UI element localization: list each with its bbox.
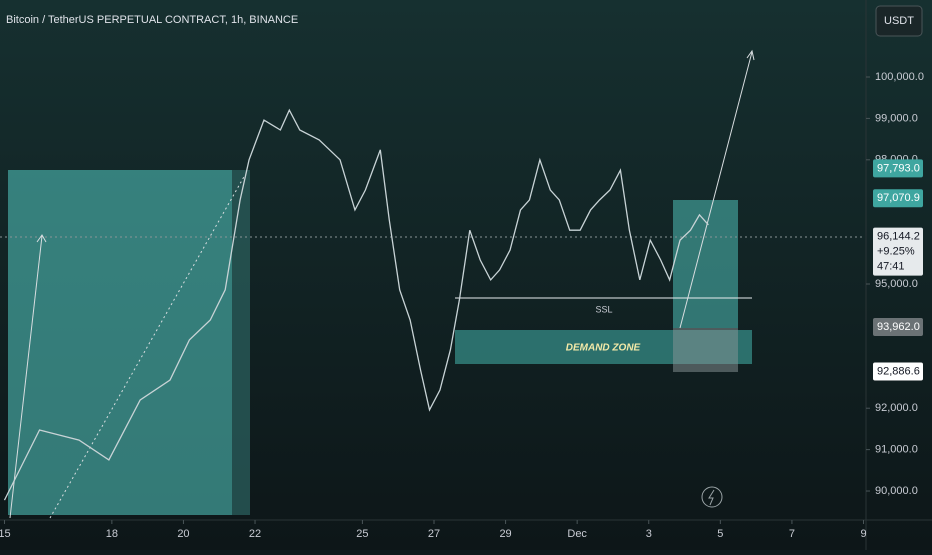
currency-label: USDT: [884, 15, 914, 27]
last-price-countdown: 47:41: [877, 261, 905, 273]
y-tick-label: 99,000.0: [875, 112, 918, 124]
x-tick-label: 15: [0, 528, 11, 540]
y-tick-label: 90,000.0: [875, 485, 918, 497]
zone-label: DEMAND ZONE: [566, 343, 641, 354]
range-box-edge: [232, 170, 250, 515]
x-tick-label: 5: [717, 528, 723, 540]
price-badge-label: 97,793.0: [877, 162, 920, 174]
stop-box: [673, 328, 738, 372]
arrow: [9, 235, 43, 519]
dotted-trend: [49, 174, 246, 519]
ssl-label: SSL: [595, 304, 612, 314]
y-tick-label: 91,000.0: [875, 444, 918, 456]
x-tick-label: Dec: [567, 528, 587, 540]
y-tick-label: 95,000.0: [875, 278, 918, 290]
x-tick-label: 7: [789, 528, 795, 540]
y-tick-label: 92,000.0: [875, 402, 918, 414]
arrow-head: [746, 49, 755, 61]
x-tick-label: 9: [860, 528, 866, 540]
x-tick-label: 18: [106, 528, 118, 540]
alert-icon[interactable]: [701, 486, 723, 508]
x-tick-label: 3: [646, 528, 652, 540]
price-badge: [873, 362, 923, 381]
chart-title: Bitcoin / TetherUS PERPETUAL CONTRACT, 1…: [6, 14, 298, 26]
x-tick-label: 20: [177, 528, 189, 540]
x-tick-label: 25: [356, 528, 368, 540]
price-badge-label: 93,962.0: [877, 321, 920, 333]
price-badge: [873, 159, 923, 178]
price-badge-label: 92,886.6: [877, 365, 920, 377]
last-price-badge: [873, 227, 923, 276]
x-tick-label: 22: [249, 528, 261, 540]
price-badge-label: 97,070.9: [877, 192, 920, 204]
price-badge: [873, 317, 923, 336]
x-tick-label: 29: [499, 528, 511, 540]
arrow-head: [36, 234, 47, 243]
range-box: [8, 170, 250, 515]
price-line: [3, 108, 709, 501]
arrow: [679, 51, 753, 329]
last-price-change: +9.25%: [877, 246, 915, 258]
x-tick-label: 27: [428, 528, 440, 540]
y-tick-label: 100,000.0: [875, 71, 924, 83]
last-price-label: 96,144.2: [877, 231, 920, 243]
currency-button[interactable]: [875, 5, 923, 37]
alert-bolt: [708, 489, 715, 506]
price-badge: [873, 189, 923, 208]
target-box: [673, 200, 738, 328]
